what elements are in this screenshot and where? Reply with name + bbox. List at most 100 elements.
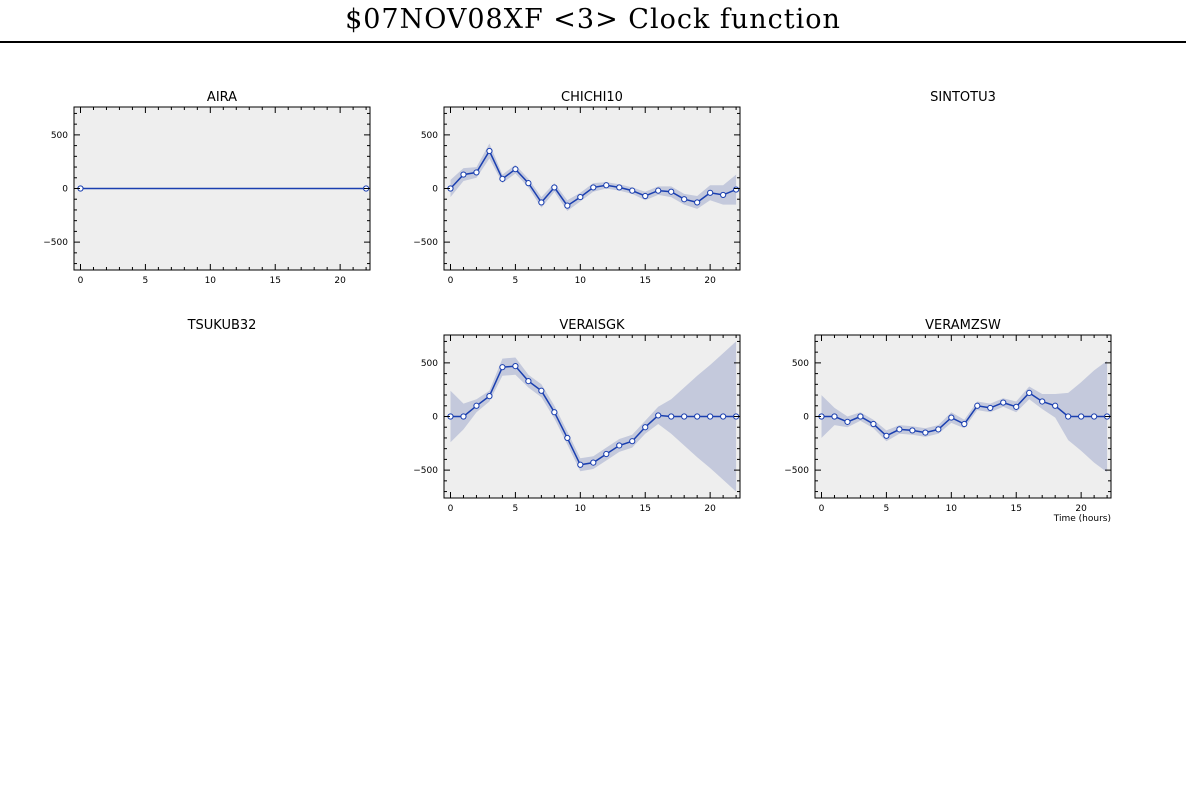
data-point bbox=[1000, 399, 1007, 406]
data-point bbox=[564, 202, 571, 209]
data-point bbox=[473, 169, 480, 176]
x-tick-label: 5 bbox=[513, 276, 519, 286]
x-tick-label: 20 bbox=[704, 276, 716, 286]
x-tick-label: 0 bbox=[448, 504, 454, 514]
data-point bbox=[1078, 413, 1085, 420]
data-point bbox=[525, 378, 532, 385]
data-point bbox=[1013, 403, 1020, 410]
data-point bbox=[909, 427, 916, 434]
data-point bbox=[577, 461, 584, 468]
data-point bbox=[499, 175, 506, 182]
y-tick-label: 0 bbox=[803, 413, 809, 423]
data-point bbox=[460, 171, 467, 178]
data-point bbox=[896, 426, 903, 433]
data-point bbox=[603, 182, 610, 189]
uncertainty-band bbox=[450, 341, 737, 492]
data-point bbox=[590, 459, 597, 466]
data-point bbox=[935, 426, 942, 433]
data-point bbox=[512, 362, 519, 370]
data-point bbox=[857, 413, 864, 420]
y-tick-label: 500 bbox=[792, 359, 809, 369]
panel-title: SINTOTU3 bbox=[930, 90, 996, 105]
y-tick-label: −500 bbox=[413, 466, 438, 476]
data-point bbox=[681, 413, 688, 420]
y-tick-label: 500 bbox=[51, 131, 68, 141]
panel-title: VERAISGK bbox=[559, 318, 625, 333]
data-point bbox=[564, 434, 571, 442]
data-point bbox=[486, 393, 493, 400]
x-tick-label: 10 bbox=[205, 276, 217, 286]
data-point bbox=[616, 442, 623, 449]
x-tick-label: 10 bbox=[575, 504, 587, 514]
data-point bbox=[486, 147, 493, 155]
chart-panel-chichi10: CHICHI10 0 5 10 15 20 −500 0 500 bbox=[413, 90, 741, 286]
x-tick-label: 0 bbox=[819, 504, 825, 514]
x-tick-label: 15 bbox=[640, 504, 651, 514]
data-point bbox=[460, 413, 467, 420]
title-divider bbox=[0, 41, 1186, 43]
data-point bbox=[844, 418, 851, 425]
y-tick-label: 0 bbox=[62, 185, 68, 195]
data-point bbox=[668, 188, 675, 195]
page-title: $07NOV08XF <3> Clock function bbox=[345, 4, 841, 35]
data-point bbox=[642, 192, 649, 200]
data-point bbox=[499, 364, 506, 371]
data-point bbox=[668, 413, 675, 420]
data-point bbox=[512, 166, 519, 173]
chart-panel-veraisgk: VERAISGK 0 5 10 15 20 −500 0 500 bbox=[413, 318, 741, 514]
x-tick-label: 10 bbox=[575, 276, 587, 286]
data-point bbox=[883, 432, 890, 439]
data-point bbox=[733, 186, 740, 193]
data-point bbox=[1026, 389, 1033, 397]
x-tick-label: 5 bbox=[143, 276, 149, 286]
x-tick-label: 20 bbox=[704, 504, 716, 514]
data-point bbox=[551, 409, 558, 416]
x-tick-label: 0 bbox=[448, 276, 454, 286]
data-point bbox=[961, 420, 968, 428]
data-point bbox=[948, 414, 955, 421]
data-point bbox=[590, 184, 597, 191]
x-tick-label: 0 bbox=[78, 276, 84, 286]
y-tick-label: −500 bbox=[413, 238, 438, 248]
data-point bbox=[655, 187, 662, 194]
x-tick-label: 10 bbox=[946, 504, 958, 514]
chart-panel-aira: AIRA 0 5 10 15 20 −500 0 500 bbox=[43, 90, 371, 286]
data-point bbox=[720, 413, 727, 420]
x-axis-label: Time (hours) bbox=[1053, 514, 1111, 524]
data-point bbox=[720, 191, 727, 199]
data-point bbox=[831, 413, 838, 420]
x-tick-label: 20 bbox=[334, 276, 346, 286]
data-point bbox=[616, 184, 623, 191]
data-point bbox=[603, 450, 610, 458]
data-point bbox=[577, 193, 584, 201]
y-tick-label: 0 bbox=[432, 185, 438, 195]
data-point bbox=[870, 420, 877, 428]
y-tick-label: −500 bbox=[43, 238, 68, 248]
data-point bbox=[655, 412, 662, 419]
x-tick-label: 15 bbox=[270, 276, 281, 286]
data-point bbox=[538, 387, 545, 394]
data-point bbox=[681, 196, 688, 203]
data-point bbox=[629, 438, 636, 445]
panel-title: CHICHI10 bbox=[561, 90, 623, 105]
data-point bbox=[974, 402, 981, 409]
data-point bbox=[987, 404, 994, 412]
x-tick-label: 15 bbox=[1011, 504, 1022, 514]
data-point bbox=[1065, 413, 1072, 420]
data-point bbox=[525, 180, 532, 187]
panel-title: VERAMZSW bbox=[925, 318, 1001, 333]
y-tick-label: 500 bbox=[421, 131, 438, 141]
x-tick-label: 5 bbox=[513, 504, 519, 514]
data-point bbox=[629, 187, 636, 194]
data-point bbox=[473, 402, 480, 409]
data-point bbox=[538, 199, 545, 206]
data-point bbox=[707, 189, 714, 196]
panel-title: TSUKUB32 bbox=[187, 318, 257, 333]
data-point bbox=[642, 424, 649, 431]
chart-panel-sintotu3: SINTOTU3 bbox=[930, 90, 996, 105]
chart-panel-veramzsw: VERAMZSW 0 5 10 15 20 −500 0 500 Time (hours) bbox=[784, 318, 1112, 524]
data-point bbox=[694, 413, 701, 420]
panel-title: AIRA bbox=[207, 90, 237, 105]
x-tick-label: 15 bbox=[640, 276, 651, 286]
